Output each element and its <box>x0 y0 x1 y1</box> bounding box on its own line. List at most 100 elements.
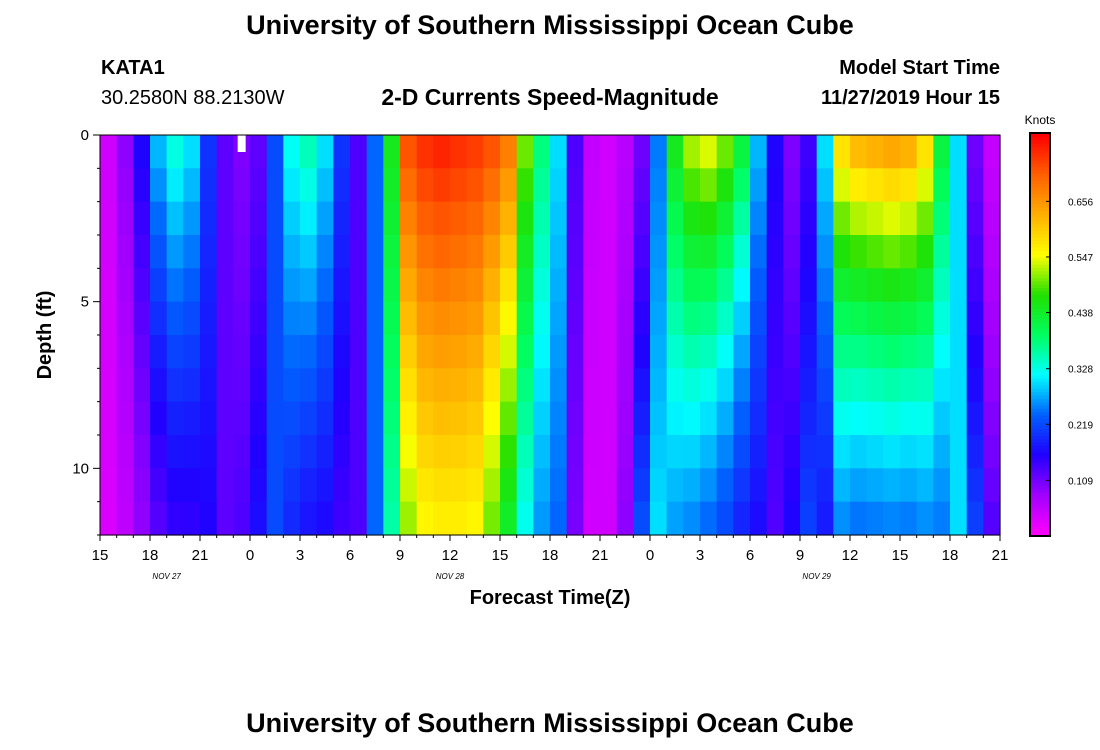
heatmap-cell <box>150 268 168 303</box>
heatmap-cell <box>283 301 301 336</box>
heatmap-cell <box>816 468 834 503</box>
heatmap-cell <box>883 368 901 403</box>
heatmap-cell <box>733 401 751 436</box>
colorbar-swatch <box>1030 200 1050 205</box>
heatmap-cell <box>116 235 134 269</box>
heatmap-cell <box>750 468 768 503</box>
heatmap-cell <box>800 135 818 169</box>
colorbar-swatch <box>1030 515 1050 520</box>
colorbar-swatch <box>1030 495 1050 500</box>
heatmap-cell <box>933 435 951 469</box>
heatmap-cell <box>150 468 168 503</box>
colorbar-tick-label: 0.656 <box>1068 197 1093 208</box>
heatmap-cell <box>866 235 884 269</box>
heatmap-cell <box>766 435 784 469</box>
heatmap-cell <box>366 301 384 336</box>
heatmap-cell <box>183 501 201 536</box>
heatmap-cell <box>816 335 834 369</box>
heatmap-cell <box>133 168 151 203</box>
colorbar-swatch <box>1030 331 1050 336</box>
x-tick-label: 0 <box>246 547 254 564</box>
heatmap-cell <box>800 501 818 536</box>
heatmap-cell <box>750 235 768 269</box>
heatmap-cell <box>600 335 618 369</box>
heatmap-cell <box>283 435 301 469</box>
heatmap-cell <box>566 301 584 336</box>
heatmap-cell <box>816 135 834 169</box>
heatmap-cell <box>466 268 484 303</box>
heatmap-cell <box>250 235 268 269</box>
heatmap-cell <box>766 268 784 303</box>
heatmap-cell <box>816 168 834 203</box>
heatmap-cell <box>216 135 234 169</box>
heatmap-cell <box>500 468 518 503</box>
heatmap-cell <box>250 135 268 169</box>
heatmap-cell <box>616 268 634 303</box>
heatmap-cell <box>350 501 368 536</box>
heatmap-cell <box>466 468 484 503</box>
x-tick-label: 21 <box>592 547 609 564</box>
heatmap-cell <box>650 368 668 403</box>
heatmap-cell <box>250 368 268 403</box>
heatmap-cell <box>316 201 334 236</box>
heatmap-cell <box>316 268 334 303</box>
heatmap-cell <box>383 401 401 436</box>
heatmap-cell <box>100 368 118 403</box>
heatmap-cell <box>383 201 401 236</box>
heatmap-cell <box>333 435 351 469</box>
heatmap-cell <box>983 468 1001 503</box>
heatmap-cell <box>216 501 234 536</box>
heatmap-cell <box>816 401 834 436</box>
heatmap-cell <box>100 201 118 236</box>
heatmap-cell <box>316 401 334 436</box>
x-tick-label: 12 <box>442 547 459 564</box>
heatmap-cell <box>550 468 568 503</box>
heatmap-cell <box>233 435 251 469</box>
colorbar-swatch <box>1030 270 1050 275</box>
heatmap-cell <box>200 235 218 269</box>
heatmap-cell <box>100 468 118 503</box>
heatmap-cell <box>300 301 318 336</box>
heatmap-cell <box>116 268 134 303</box>
heatmap-cell <box>100 301 118 336</box>
heatmap-cell <box>633 501 651 536</box>
heatmap-cell <box>333 268 351 303</box>
heatmap-cell <box>783 401 801 436</box>
colorbar-swatch <box>1030 364 1050 369</box>
heatmap-cell <box>766 168 784 203</box>
colorbar-swatch <box>1030 408 1050 413</box>
heatmap-cell <box>333 401 351 436</box>
heatmap-cell <box>966 268 984 303</box>
heatmap-cell <box>283 268 301 303</box>
heatmap-cell <box>650 468 668 503</box>
heatmap-cell <box>183 168 201 203</box>
heatmap-cell <box>300 435 318 469</box>
x-tick-label: 15 <box>492 547 509 564</box>
heatmap-cell <box>516 468 534 503</box>
heatmap-cell <box>750 201 768 236</box>
heatmap-cell <box>366 468 384 503</box>
colorbar-swatch <box>1030 354 1050 359</box>
heatmap-cell <box>983 501 1001 536</box>
heatmap-cell <box>583 235 601 269</box>
heatmap-cell <box>550 268 568 303</box>
heatmap-cell <box>633 168 651 203</box>
heatmap-cell <box>600 135 618 169</box>
heatmap-cell <box>333 468 351 503</box>
colorbar-swatch <box>1030 492 1050 497</box>
heatmap-cell <box>416 201 434 236</box>
heatmap-cell <box>733 201 751 236</box>
heatmap-cell <box>150 301 168 336</box>
heatmap-cell <box>850 501 868 536</box>
colorbar-swatch <box>1030 378 1050 383</box>
heatmap-cell <box>933 235 951 269</box>
colorbar-swatch <box>1030 193 1050 198</box>
heatmap-cell <box>900 201 918 236</box>
heatmap-cell <box>150 335 168 369</box>
heatmap-cell <box>316 168 334 203</box>
x-tick-label: 0 <box>646 547 654 564</box>
heatmap-cell <box>266 435 284 469</box>
heatmap-cell <box>933 268 951 303</box>
heatmap-cell <box>216 168 234 203</box>
date-label: NOV 28 <box>436 572 465 581</box>
